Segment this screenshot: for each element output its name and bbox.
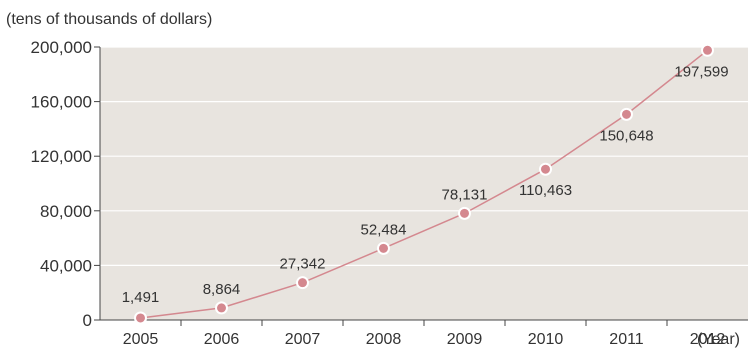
plot-area (100, 47, 748, 320)
y-tick-label: 80,000 (40, 202, 92, 221)
data-label: 52,484 (361, 221, 407, 238)
y-tick-label: 40,000 (40, 256, 92, 275)
y-tick-label: 200,000 (31, 38, 92, 57)
data-point (539, 162, 552, 176)
data-label: 150,648 (599, 127, 653, 144)
y-unit-label: (tens of thousands of dollars) (6, 11, 212, 28)
data-label: 27,342 (280, 256, 326, 273)
data-label: 197,599 (674, 63, 728, 80)
x-tick-label: 2009 (447, 331, 483, 348)
x-tick-label: 2006 (204, 331, 240, 348)
data-label: 8,864 (203, 281, 241, 298)
x-tick-label: 2008 (366, 331, 402, 348)
series-line (140, 49, 708, 319)
x-tick-label: 2010 (528, 331, 564, 348)
y-tick-label: 0 (83, 311, 92, 330)
data-point (215, 301, 228, 315)
data-label: 110,463 (519, 182, 572, 199)
data-point (701, 43, 714, 57)
x-tick-label: 2005 (123, 331, 159, 348)
x-tick-label: 2007 (285, 331, 321, 348)
data-point (620, 107, 633, 121)
data-label: 78,131 (442, 186, 488, 203)
x-tick-label: 2012 (690, 331, 726, 348)
data-point (377, 241, 390, 255)
y-tick-label: 120,000 (31, 147, 92, 166)
data-label: 1,491 (122, 289, 160, 306)
data-point (458, 206, 471, 220)
x-tick-label: 2011 (609, 331, 644, 348)
y-tick-label: 160,000 (31, 93, 92, 112)
x-unit-label: (Year) (697, 331, 740, 348)
data-point (296, 276, 309, 290)
data-point (134, 311, 147, 325)
